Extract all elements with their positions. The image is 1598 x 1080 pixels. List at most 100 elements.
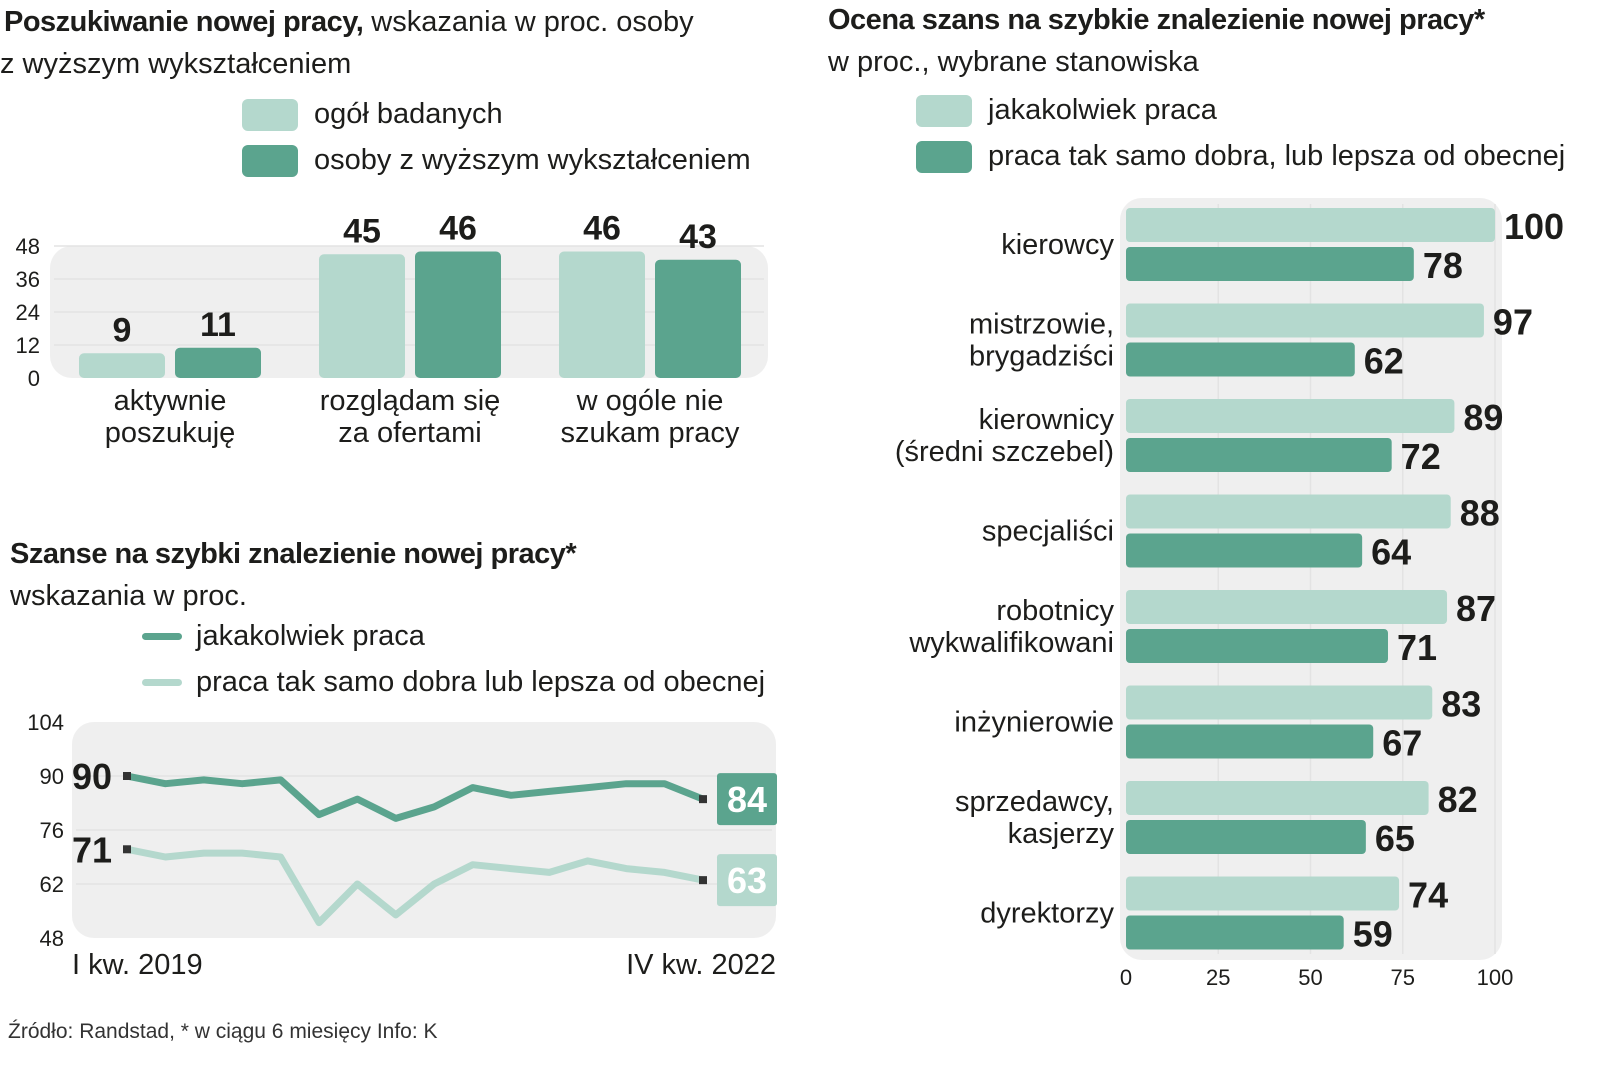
chart2-start-label: 71 — [72, 829, 112, 870]
chart1-ytick: 24 — [16, 300, 40, 325]
chart3-category-label: sprzedawcy, — [955, 786, 1114, 818]
chart1-ytick: 36 — [16, 267, 40, 292]
legend-line-dark — [142, 633, 182, 640]
chart2-series-line — [123, 772, 707, 822]
chart1-category-label: za ofertami — [338, 417, 481, 449]
chart3-category-label: (średni szczebel) — [895, 436, 1114, 468]
chart3-category-label: inżynierowie — [954, 707, 1114, 739]
chart3-value-label: 62 — [1364, 341, 1404, 382]
chart1-legend-item-2: osoby z wyższym wykształceniem — [242, 144, 751, 177]
chart3-legend-item-2: praca tak samo dobra, lub lepsza od obec… — [916, 140, 1565, 173]
chart3-value-label: 59 — [1353, 914, 1393, 955]
chart1-value-label: 11 — [200, 306, 236, 344]
chart3-bar — [1126, 781, 1429, 815]
chart3-bar — [1126, 494, 1451, 529]
chart3-category-label: specjaliści — [982, 516, 1114, 548]
chart1-category-label: w ogóle nie — [576, 385, 724, 417]
chart1-bar — [79, 353, 165, 378]
chart3-bar — [1126, 399, 1455, 433]
chart1-value-label: 45 — [343, 212, 381, 250]
chart3-plot: 0 25 50 75 100 100 78 kierowcy 97 62 mistrzowie,br… — [895, 198, 1564, 990]
chart1-title: Poszukiwanie nowej pracy, wskazania w pr… — [4, 2, 694, 42]
chart3-xtick: 100 — [1477, 965, 1514, 990]
chart2-title: Szanse na szybki znalezienie nowej pracy… — [10, 534, 577, 574]
chart3-value-label: 89 — [1463, 397, 1503, 438]
chart2-end-marker — [699, 795, 707, 804]
chart3-bar — [1126, 685, 1433, 720]
chart3-bar — [1126, 876, 1400, 911]
chart3-value-label: 74 — [1408, 875, 1448, 916]
chart2-ytick: 48 — [40, 926, 64, 951]
chart1-bar — [655, 259, 741, 378]
chart1-category-label: szukam pracy — [561, 417, 740, 449]
chart3-value-label: 71 — [1397, 627, 1437, 668]
chart1-category-label: aktywnie — [114, 385, 227, 417]
chart3-subtitle: w proc., wybrane stanowiska — [828, 46, 1199, 78]
chart3-title-bold: Ocena szans na szybkie znalezienie nowej… — [828, 4, 1485, 36]
chart1-legend-label-2: osoby z wyższym wykształceniem — [314, 144, 751, 176]
chart3-xtick: 0 — [1120, 965, 1132, 990]
chart1-category-label: rozglądam się — [320, 385, 501, 417]
chart2-legend-label-2: praca tak samo dobra lub lepsza od obecn… — [196, 666, 766, 698]
chart2-plot: 48 62 76 90 104 90 84 71 63 I kw. 2019 IV kw. 2022 — [27, 710, 777, 981]
chart3-category-label: robotnicy — [996, 595, 1114, 627]
chart3-value-label: 88 — [1460, 493, 1500, 534]
chart3-xtick: 75 — [1391, 965, 1415, 990]
chart2-end-badge — [717, 854, 777, 907]
chart2-x-start-label: I kw. 2019 — [72, 949, 203, 981]
chart3-value-label: 67 — [1382, 723, 1422, 764]
chart3-bar — [1126, 820, 1366, 854]
chart1-ytick: 0 — [28, 366, 40, 391]
chart2-subtitle: wskazania w proc. — [10, 580, 247, 612]
chart3-bar — [1126, 629, 1388, 663]
chart1-legend-item-1: ogół badanych — [242, 98, 503, 131]
chart1-value-label: 43 — [679, 218, 717, 256]
chart1-category-label: poszukuję — [105, 417, 236, 449]
chart1-value-label: 9 — [113, 311, 132, 349]
chart1-bar — [559, 251, 645, 378]
chart3-bar — [1126, 342, 1355, 377]
chart1-title-bold: Poszukiwanie nowej pracy, — [4, 6, 364, 38]
chart3-value-label: 78 — [1423, 245, 1463, 286]
chart3-bar — [1126, 303, 1484, 338]
chart3-value-label: 100 — [1504, 206, 1564, 247]
chart2-start-marker — [123, 772, 131, 780]
chart3-value-label: 65 — [1375, 818, 1415, 859]
chart2-legend-item-2: praca tak samo dobra lub lepsza od obecn… — [142, 666, 765, 699]
legend-swatch-dark — [242, 144, 298, 177]
chart3-legend-label-1: jakakolwiek praca — [988, 94, 1217, 126]
chart3-category-label: kasjerzy — [1008, 818, 1115, 850]
chart1-title-rest: wskazania w proc. osoby — [363, 6, 694, 38]
chart2-title-bold: Szanse na szybki znalezienie nowej pracy… — [10, 538, 577, 570]
chart2-legend-item-1: jakakolwiek praca — [142, 620, 425, 653]
chart2-series-line — [123, 845, 707, 927]
chart3-bar — [1126, 247, 1414, 281]
chart1-bar — [175, 347, 261, 378]
chart2-end-marker — [699, 876, 707, 885]
chart2-ytick: 62 — [40, 872, 64, 897]
chart2-end-label: 84 — [727, 779, 767, 820]
chart1-value-label: 46 — [583, 210, 621, 248]
chart3-legend-item-1: jakakolwiek praca — [916, 94, 1217, 127]
chart3-bar — [1126, 438, 1392, 472]
chart3-bar — [1126, 724, 1374, 759]
chart1-ytick: 12 — [16, 333, 40, 358]
legend-swatch-dark — [916, 140, 972, 173]
chart3-bar — [1126, 533, 1363, 568]
chart3-xtick: 25 — [1206, 965, 1230, 990]
chart3-value-label: 87 — [1456, 588, 1496, 629]
chart3-value-label: 83 — [1441, 684, 1481, 725]
chart1-bar — [415, 251, 501, 378]
chart2-start-label: 90 — [72, 756, 112, 797]
chart2-legend-label-1: jakakolwiek praca — [196, 620, 425, 652]
chart3-bar — [1126, 208, 1495, 242]
chart2-end-label: 63 — [727, 860, 767, 901]
chart2-ytick: 104 — [27, 710, 64, 735]
chart2-ytick: 76 — [40, 818, 64, 843]
chart3-category-label: kierownicy — [979, 404, 1115, 436]
legend-swatch-light — [242, 98, 298, 131]
chart2-start-marker — [123, 845, 131, 854]
chart3-category-label: wykwalifikowani — [908, 627, 1114, 659]
chart1-subtitle: z wyższym wykształceniem — [0, 48, 352, 80]
